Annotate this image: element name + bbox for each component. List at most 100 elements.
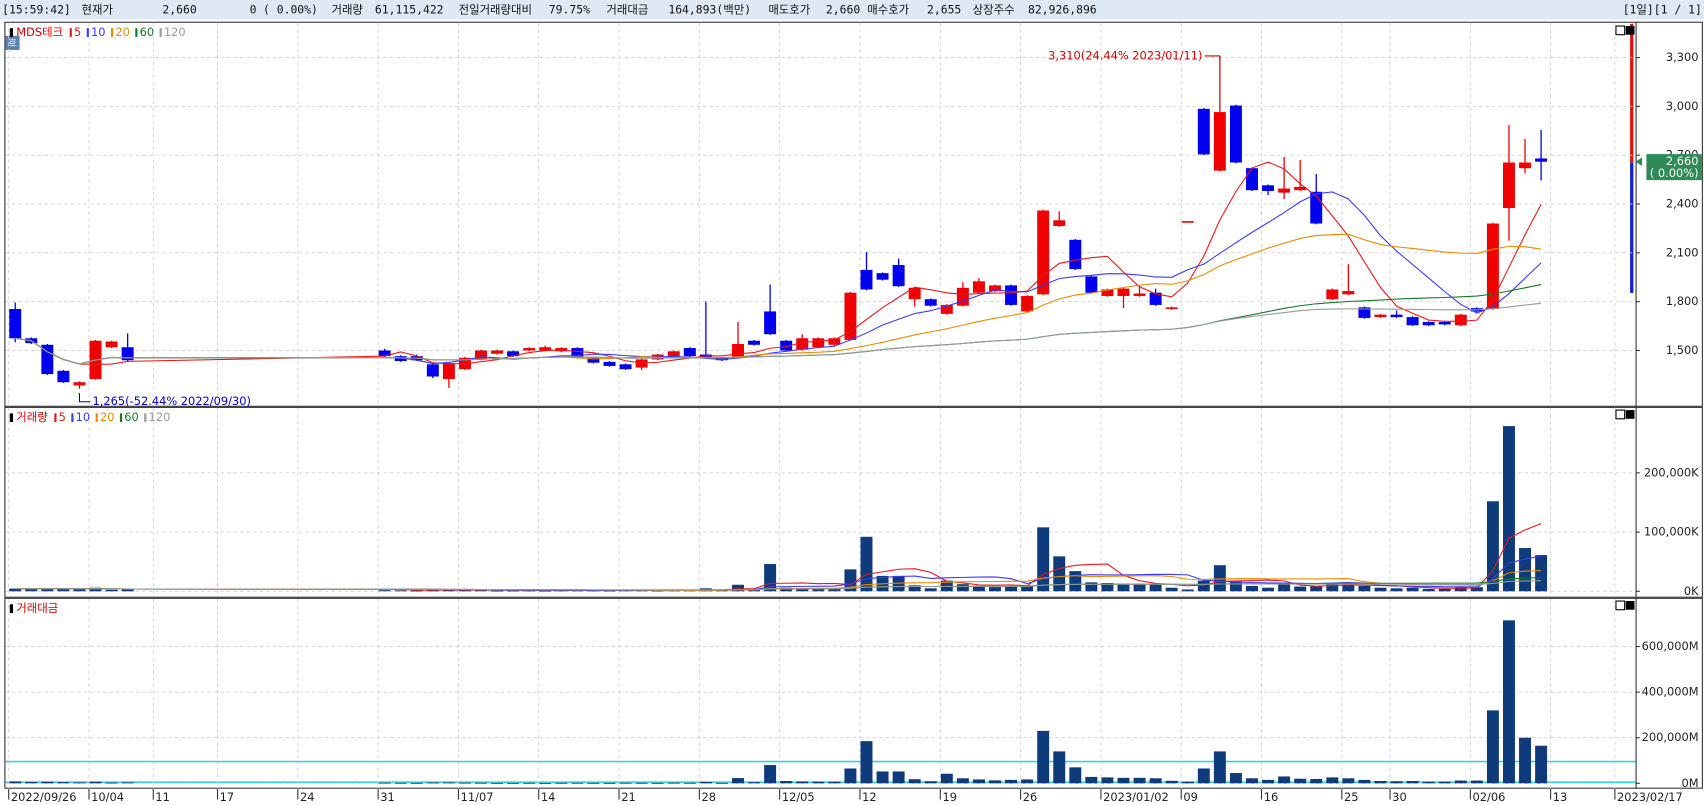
low-marker	[78, 393, 91, 403]
legend-ma-period: 20	[100, 410, 115, 424]
bar	[507, 590, 520, 592]
bar	[940, 773, 953, 784]
bar	[1502, 620, 1515, 784]
bar	[1406, 781, 1419, 784]
legend-ma-marker	[54, 413, 57, 423]
bar	[1390, 588, 1403, 592]
bar	[1422, 588, 1435, 592]
candle-body	[507, 351, 520, 357]
bar	[1021, 585, 1034, 592]
bar	[1342, 584, 1355, 592]
low-annotation: 1,265(-52.44% 2022/09/30)	[93, 394, 251, 408]
candle-body	[1535, 158, 1548, 162]
legend-ma-period: 5	[59, 410, 66, 424]
candle-body	[780, 340, 793, 351]
candle-body	[828, 338, 841, 345]
bar	[1101, 777, 1114, 784]
x-tick-label: 12	[862, 790, 877, 804]
candle-body	[956, 287, 969, 306]
bar	[105, 589, 118, 592]
bar	[828, 781, 841, 784]
bar	[1117, 777, 1130, 784]
bar	[780, 781, 793, 784]
bar	[1037, 527, 1050, 592]
bar	[1085, 776, 1098, 784]
bar	[1310, 778, 1323, 784]
maximize-button[interactable]	[1615, 25, 1626, 36]
moving-average-line	[15, 191, 1542, 365]
close-button[interactable]	[1625, 410, 1635, 419]
candle-body	[1021, 295, 1034, 312]
legend-ma-period: 120	[149, 410, 171, 424]
change: 0	[250, 2, 257, 16]
bar	[699, 781, 712, 784]
volume-label: 거래량	[331, 2, 363, 16]
y-tick-label: 1,800	[1666, 294, 1699, 308]
bar	[603, 782, 616, 784]
legend-ma-marker	[71, 413, 74, 423]
bar	[9, 781, 22, 784]
candle-body	[732, 343, 744, 357]
x-tick-label: 2023/02/17	[1617, 790, 1683, 804]
x-tick-label: 11/07	[461, 790, 494, 804]
maximize-button[interactable]	[1615, 600, 1626, 611]
candle-body	[812, 338, 825, 348]
badge[interactable]: 호	[8, 37, 17, 49]
candle-body	[1390, 314, 1403, 318]
candle-body	[1005, 285, 1018, 305]
volume-panel-frame	[4, 406, 1703, 598]
legend-ma-period: 60	[140, 25, 155, 39]
candle-body	[796, 338, 809, 350]
badge-bg[interactable]	[5, 35, 20, 50]
price: 2,660	[162, 2, 196, 16]
candle-body	[1358, 307, 1371, 318]
bar	[458, 782, 471, 784]
bar	[1390, 781, 1403, 784]
candle-body	[1197, 108, 1210, 155]
close-button[interactable]	[1625, 601, 1635, 610]
bar	[989, 587, 1001, 592]
bar	[1101, 582, 1114, 592]
candle-body	[1326, 289, 1339, 300]
candle-body	[57, 370, 70, 383]
x-tick-label: 31	[380, 790, 395, 804]
bar	[57, 588, 70, 592]
bar	[812, 588, 825, 592]
value-panel-frame	[4, 597, 1703, 789]
legend-marker	[9, 413, 14, 423]
candle-body	[1294, 186, 1307, 191]
candle-body	[924, 299, 937, 306]
bar	[1246, 585, 1258, 592]
bar	[1133, 583, 1146, 592]
bar	[394, 590, 407, 592]
bar	[458, 590, 471, 592]
candle-body	[1278, 188, 1291, 193]
y-tick-label: 200,000M	[1642, 730, 1699, 744]
maximize-button[interactable]	[1615, 409, 1626, 420]
bar	[105, 782, 118, 784]
bar	[378, 782, 391, 784]
bar	[956, 778, 969, 784]
bar	[1374, 587, 1387, 592]
close-button[interactable]	[1625, 26, 1635, 35]
bar	[1246, 778, 1258, 784]
candle-body	[394, 356, 407, 362]
bar	[1197, 580, 1210, 592]
bar	[780, 587, 793, 592]
legend-ma-marker	[110, 28, 114, 37]
bar	[73, 589, 86, 592]
bar	[378, 590, 391, 592]
candle-body	[989, 285, 1001, 292]
x-tick-label: 2022/09/26	[11, 790, 77, 804]
candle-body	[9, 308, 22, 339]
bar	[1486, 501, 1499, 592]
candle-body	[1229, 105, 1242, 163]
bar	[555, 782, 568, 784]
bar	[1149, 778, 1162, 784]
legend-ma-marker	[69, 28, 72, 37]
ask-label: 매도호가	[768, 2, 810, 16]
period-selector[interactable]: [1일][1 / 1]	[1623, 2, 1702, 16]
legend-ma-period: 120	[164, 25, 186, 39]
bar	[1535, 555, 1548, 592]
